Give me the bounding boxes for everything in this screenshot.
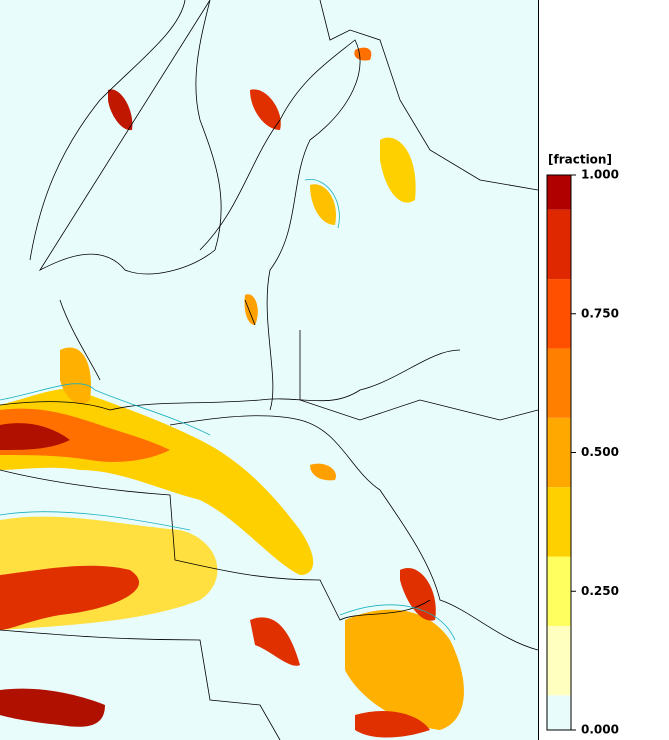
rain-core [250, 89, 281, 130]
colorbar-tick-label: 0.750 [581, 306, 619, 320]
colorbar-tick-label: 0.000 [581, 723, 619, 737]
colorbar-band [547, 348, 571, 418]
colorbar-band [547, 625, 571, 696]
rain-core [0, 408, 170, 462]
colorbar-band [547, 209, 571, 280]
colorbar-band [547, 487, 571, 557]
rain-core [400, 568, 436, 621]
border [299, 330, 539, 421]
rain-band [380, 137, 416, 203]
legend-title: [fraction] [548, 153, 612, 167]
border [169, 415, 539, 651]
coastline [29, 0, 222, 275]
border [0, 469, 431, 621]
rain-core [355, 710, 430, 738]
colorbar: 1.000 0.750 0.500 0.250 0.000 [546, 168, 619, 737]
contour [0, 178, 456, 641]
rain-band [60, 347, 91, 404]
rain-core [108, 89, 133, 131]
rain-band [244, 294, 258, 325]
colorbar-tick-label: 0.250 [581, 584, 619, 598]
rain-core [0, 565, 140, 630]
colorbar-band [547, 417, 571, 488]
rain-band [310, 463, 336, 481]
colorbar-band [547, 279, 571, 349]
rain-band [345, 609, 464, 730]
colorbar-tick-label: 0.500 [581, 445, 619, 459]
colorbar-band [547, 175, 571, 210]
map [0, 0, 539, 740]
rain-core [250, 617, 300, 666]
coastlines-and-borders [0, 0, 539, 740]
border [0, 629, 281, 740]
colorbar-tick-label: 1.000 [581, 168, 619, 182]
coastline [59, 299, 256, 381]
coastline [0, 349, 461, 411]
coastline [199, 39, 361, 411]
rain-band [310, 184, 336, 225]
rain-core [0, 688, 105, 727]
colorbar-band [547, 695, 571, 730]
colorbar-band [547, 556, 571, 626]
precipitation-areas [0, 47, 464, 738]
border [319, 0, 539, 191]
rain-core [0, 423, 70, 450]
